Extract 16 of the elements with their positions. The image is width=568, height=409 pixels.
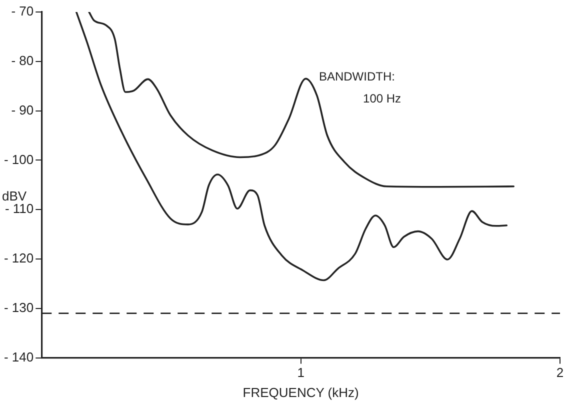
annotation: 100 Hz [363,91,402,106]
y-tick-label: - 120 [4,250,34,266]
x-axis-title: FREQUENCY (kHz) [242,384,359,400]
y-tick-label: - 110 [4,201,34,216]
y-tick-label: - 140 [4,349,34,364]
y-tick-label: - 130 [4,300,34,315]
line-series [75,12,508,282]
x-tick-label: 2 [556,365,564,380]
y-tick-label: - 90 [11,102,34,118]
x-tick-label: 1 [297,365,304,380]
annotation: BANDWIDTH: [318,69,395,84]
y-tick-label: - 80 [11,52,34,68]
y-tick-label: - 70 [11,4,34,19]
line-series [88,12,515,188]
y-axis-title: dBV [2,188,27,204]
y-tick-label: - 100 [4,152,34,167]
